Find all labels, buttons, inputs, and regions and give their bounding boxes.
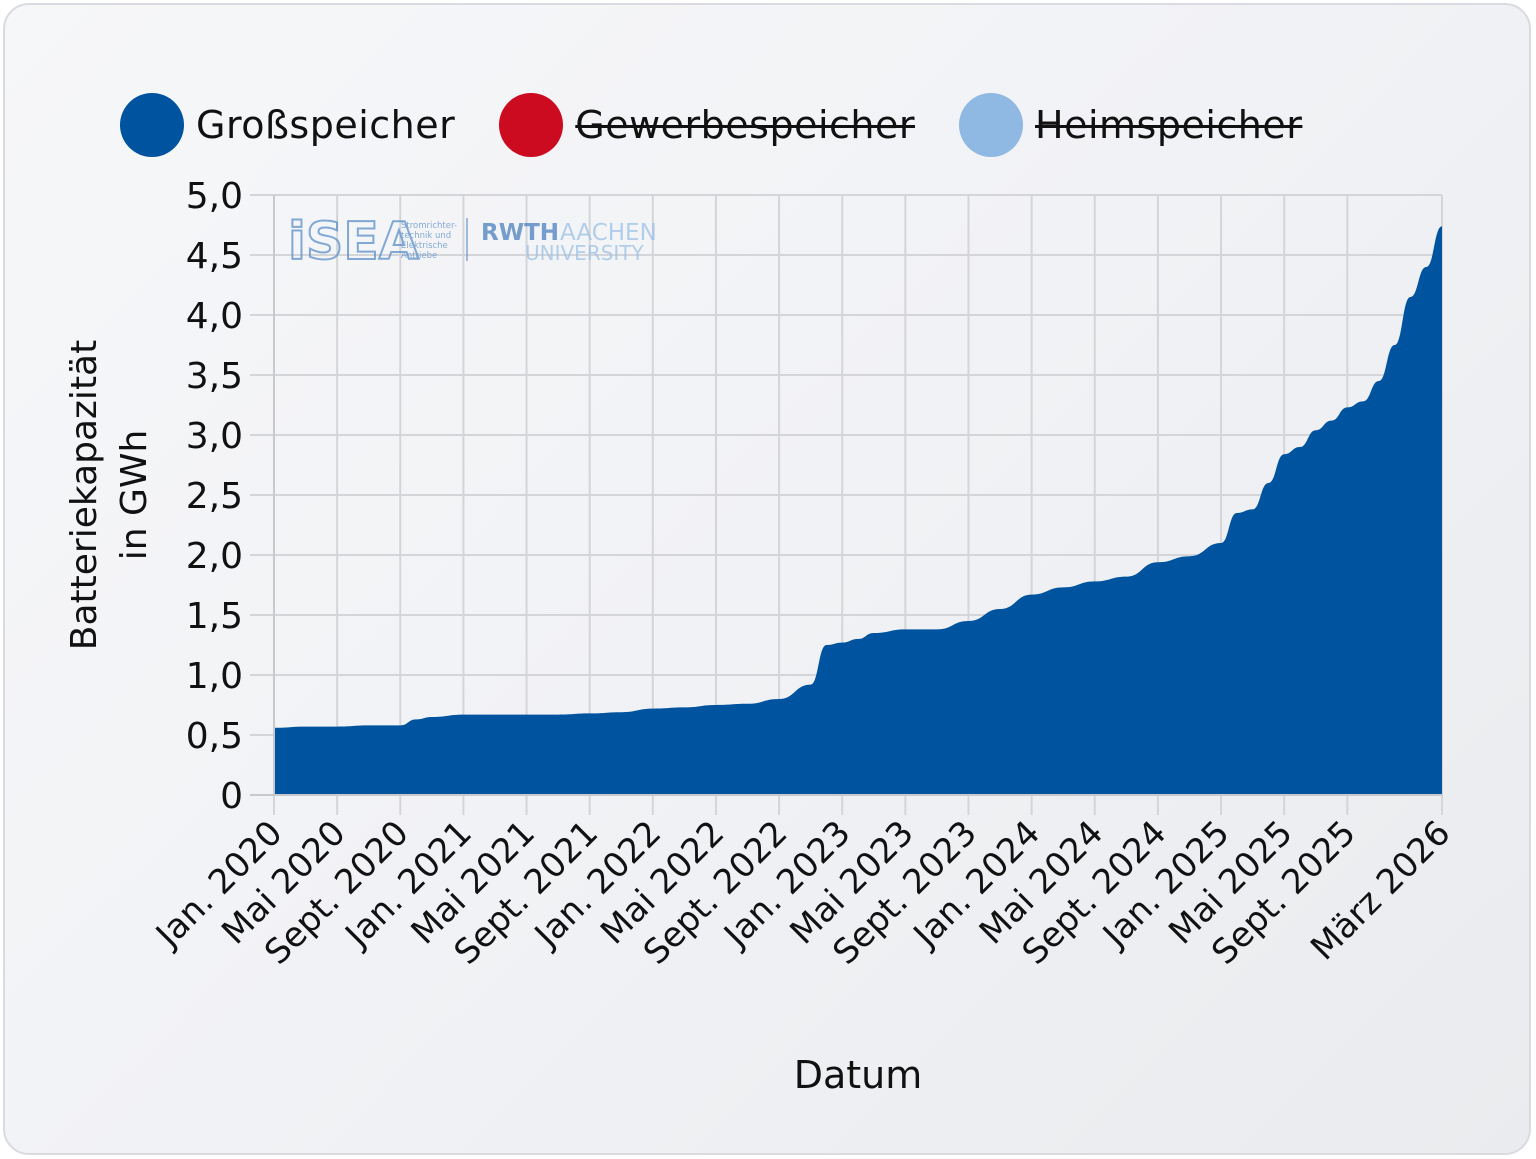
axes bbox=[250, 195, 1442, 796]
y-tick-label: 0,5 bbox=[186, 716, 243, 757]
y-axis-title: Batteriekapazität bbox=[64, 340, 105, 650]
legend-item-gewerbespeicher[interactable]: Gewerbespeicher bbox=[499, 93, 915, 157]
isea-subtitle: Elektrische bbox=[401, 241, 448, 251]
y-tick-label: 3,0 bbox=[186, 416, 243, 457]
legend-dot-icon bbox=[959, 93, 1024, 157]
isea-logo: iSEA bbox=[288, 212, 419, 272]
y-tick-labels: 0 0,5 1,0 1,5 2,0 2,5 3,0 3,5 4,0 4,5 5,0 bbox=[186, 176, 243, 817]
isea-subtitle: Stromrichter- bbox=[401, 221, 457, 231]
legend-label: Gewerbespeicher bbox=[575, 103, 916, 147]
rwth-logo-aachen: AACHEN bbox=[560, 220, 657, 246]
y-tick-label: 4,5 bbox=[186, 236, 243, 277]
legend-label: Heimspeicher bbox=[1035, 103, 1303, 147]
legend-item-grossspeicher[interactable]: Großspeicher bbox=[120, 93, 455, 157]
y-tick-label: 3,5 bbox=[186, 356, 243, 397]
y-tick-label: 1,5 bbox=[186, 596, 243, 637]
legend-label: Großspeicher bbox=[196, 103, 456, 147]
y-tick-label: 2,0 bbox=[186, 536, 243, 577]
legend-item-heimspeicher[interactable]: Heimspeicher bbox=[959, 93, 1302, 157]
y-tick-label: 1,0 bbox=[186, 656, 243, 697]
y-tick-label: 5,0 bbox=[186, 176, 243, 217]
isea-subtitle: Antriebe bbox=[401, 251, 437, 261]
legend-dot-icon bbox=[499, 93, 564, 157]
isea-subtitle: technik und bbox=[401, 231, 451, 241]
rwth-logo-university: UNIVERSITY bbox=[525, 241, 645, 265]
y-tick-label: 0 bbox=[220, 776, 243, 817]
rwth-logo: RWTH bbox=[481, 220, 559, 246]
x-axis-title: Datum bbox=[794, 1053, 923, 1097]
legend: Großspeicher Gewerbespeicher Heimspeiche… bbox=[120, 93, 1346, 157]
y-tick-label: 4,0 bbox=[186, 296, 243, 337]
y-tick-label: 2,5 bbox=[186, 476, 243, 517]
legend-dot-icon bbox=[120, 93, 184, 157]
y-axis-title-unit: in GWh bbox=[114, 430, 155, 561]
watermark-logo: iSEA Stromrichter- technik und Elektrisc… bbox=[287, 211, 657, 273]
grossspeicher-area bbox=[274, 226, 1442, 795]
